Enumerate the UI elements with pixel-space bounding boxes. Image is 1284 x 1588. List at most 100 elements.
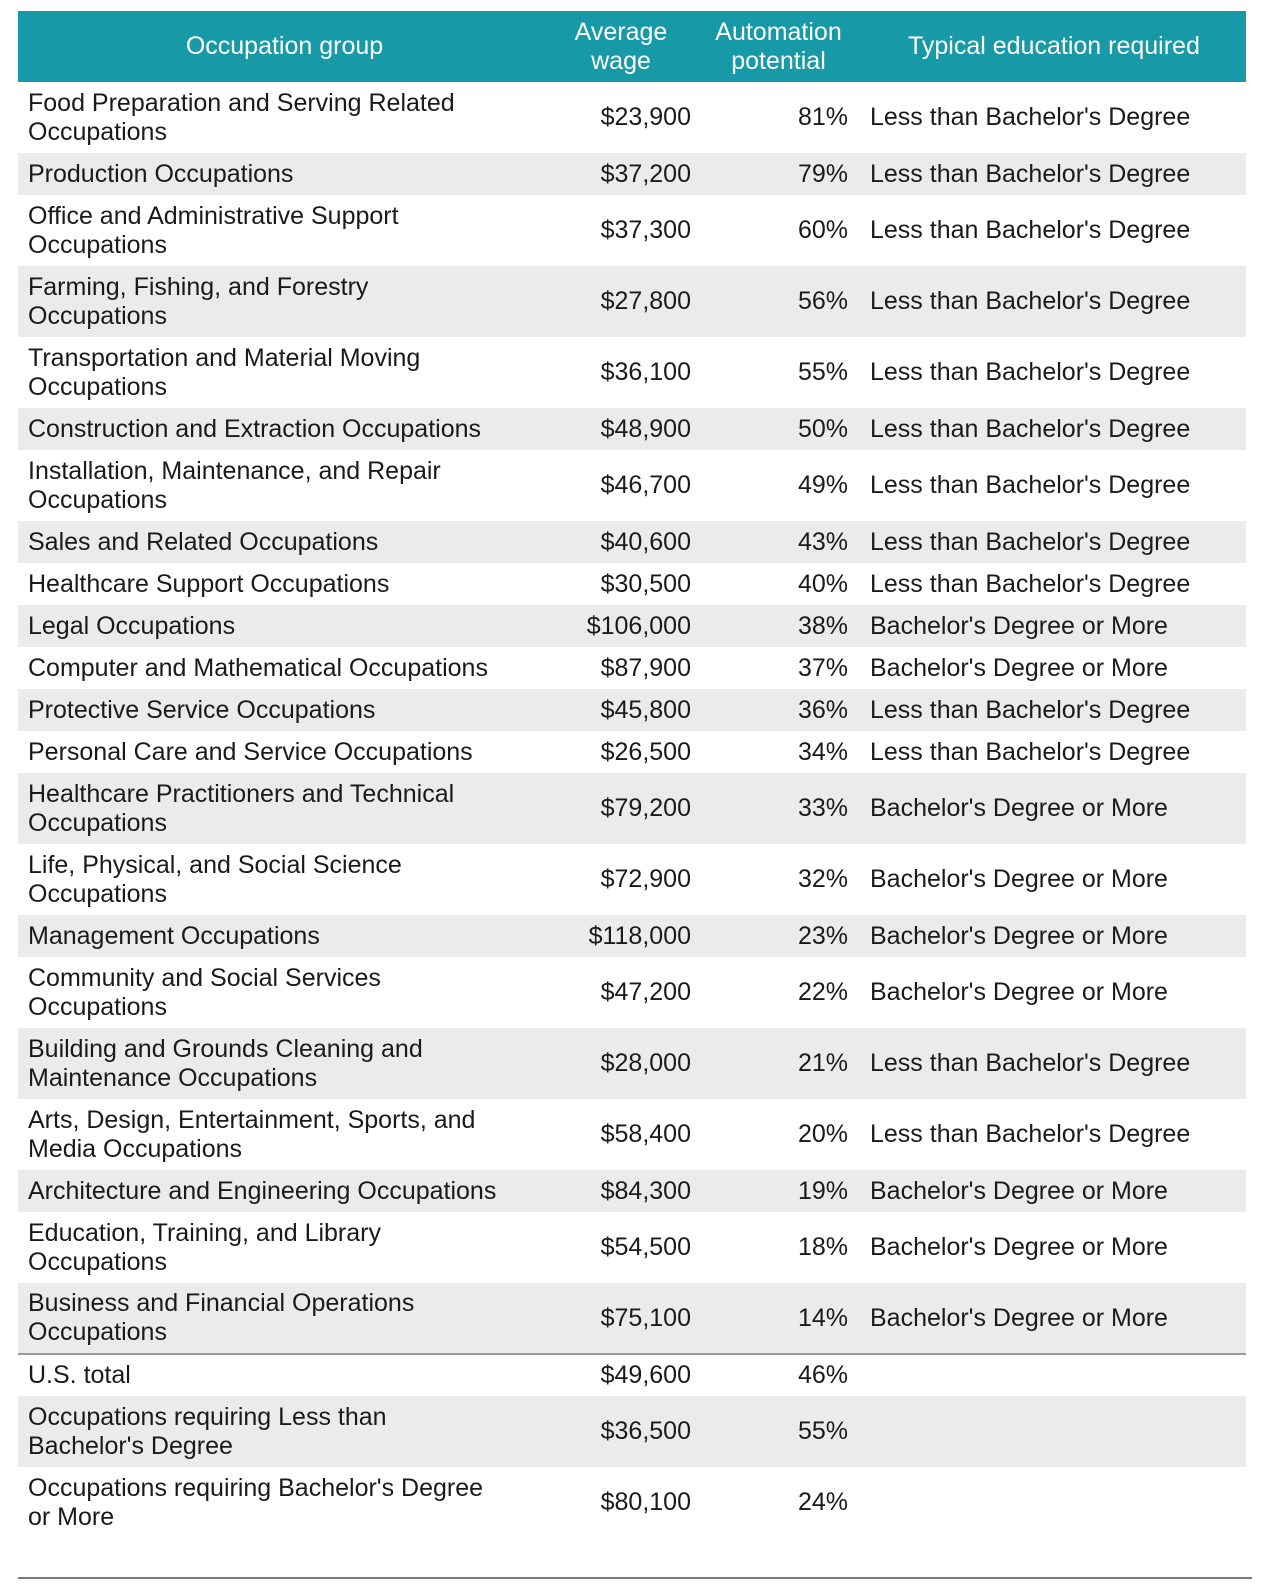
occupation-cell: Installation, Maintenance, and Repair Occ… [18,450,551,521]
automation-potential-cell: 56% [797,287,848,315]
typical-education-cell: Less than Bachelor's Degree [870,216,1191,244]
occupation-cell: Construction and Extraction Occupations [18,408,551,450]
table-row: Healthcare Practitioners and Technical Oc… [18,773,1246,844]
occupation-cell: Sales and Related Occupations [18,521,551,563]
occupation-name-line2: Maintenance Occupations [28,1063,318,1092]
occupation-cell: Arts, Design, Entertainment, Sports, and… [18,1099,551,1170]
automation-potential-cell: 19% [797,1176,848,1205]
occupation-cell: Building and Grounds Cleaning and Mainten… [18,1028,551,1099]
occupation-name-line1: Sales and Related Occupations [28,527,379,556]
table-row: Life, Physical, and Social Science Occupa… [18,844,1246,915]
occupation-name-line2: Media Occupations [28,1134,243,1163]
automation-potential-cell: 55% [797,358,848,386]
occupation-name-line2: Occupations [28,372,167,401]
typical-education-cell: Less than Bachelor's Degree [870,287,1191,315]
table-row: Business and Financial Operations Occupat… [18,1283,1246,1354]
table-row: Food Preparation and Serving Related Occu… [18,82,1246,153]
automation-potential-cell: 46% [691,1353,866,1396]
occupation-name-line2: Occupations [28,301,167,330]
average-wage-cell: $30,500 [600,569,691,598]
average-wage-cell: $36,100 [600,358,691,386]
occupation-cell: Office and Administrative Support Occupat… [18,195,551,266]
automation-potential-cell: 18% [797,1233,848,1261]
average-wage-cell: $72,900 [600,865,691,893]
typical-education-cell: Less than Bachelor's Degree [870,1120,1191,1148]
average-wage-cell: $46,700 [600,471,691,499]
average-wage-cell: $54,500 [600,1233,691,1261]
occupation-name-line2: Occupations [28,808,167,837]
header-average-wage-line2: wage [591,46,651,75]
table-row: Community and Social Services Occupations… [18,957,1246,1028]
header-automation-line1: Automation [715,17,842,46]
occupation-cell: Education, Training, and Library Occupati… [18,1212,551,1283]
bottom-divider [18,1577,1252,1579]
typical-education-cell: Less than Bachelor's Degree [870,737,1191,766]
header-automation-potential: Automation potential [691,11,866,82]
average-wage-cell: $26,500 [600,737,691,766]
average-wage-cell: $47,200 [600,978,691,1006]
occupation-name-line1: Community and Social Services [28,963,381,992]
automation-potential-cell: 14% [797,1303,848,1332]
occupation-name-line2: Occupations [28,117,167,146]
occupation-cell: Architecture and Engineering Occupations [18,1170,551,1212]
automation-potential-cell: 55% [797,1417,848,1445]
automation-potential-cell: 60% [797,216,848,244]
typical-education-cell: Bachelor's Degree or More [870,921,1168,950]
occupation-cell: Occupations requiring Bachelor's Degree o… [18,1467,551,1538]
average-wage-cell: $37,200 [600,159,691,188]
occupation-name-line1: U.S. total [28,1361,131,1389]
automation-potential-cell: 24% [797,1488,848,1516]
occupation-name-line2: Occupations [28,1247,167,1276]
table-body: Food Preparation and Serving Related Occu… [18,82,1246,1538]
average-wage-cell: $37,300 [600,216,691,244]
table-header-row: Occupation group Average wage Automation… [18,11,1246,82]
average-wage-cell: $23,900 [600,103,691,131]
automation-potential-cell: 36% [797,695,848,724]
occupation-name-line2: Occupations [28,1318,167,1346]
occupation-cell: Healthcare Practitioners and Technical Oc… [18,773,551,844]
average-wage-cell: $58,400 [600,1120,691,1148]
automation-potential-cell: 43% [797,527,848,556]
automation-potential-cell: 22% [797,978,848,1006]
occupation-cell: Production Occupations [18,153,551,195]
occupation-cell: U.S. total [18,1353,551,1396]
total-row: U.S. total $49,600 46% [18,1353,1246,1396]
typical-education-cell: Bachelor's Degree or More [870,978,1168,1006]
table-row: Architecture and Engineering Occupations… [18,1170,1246,1212]
occupation-name-line1: Business and Financial Operations [28,1289,415,1317]
automation-potential-cell: 32% [797,865,848,893]
automation-potential-cell: 81% [797,103,848,131]
typical-education-cell [866,1467,1246,1538]
occupation-name-line2: Occupations [28,230,167,259]
occupation-cell: Community and Social Services Occupations [18,957,551,1028]
typical-education-cell: Less than Bachelor's Degree [870,103,1191,131]
average-wage-cell: $84,300 [600,1176,691,1205]
occupation-name-line1: Farming, Fishing, and Forestry [28,272,369,301]
average-wage-cell: $79,200 [600,794,691,822]
average-wage-cell: $80,100 [600,1488,691,1516]
typical-education-cell [866,1396,1246,1467]
table-row: Building and Grounds Cleaning and Mainten… [18,1028,1246,1099]
automation-potential-cell: 23% [797,921,848,950]
header-occupation-group: Occupation group [185,32,384,60]
table-row: Protective Service Occupations $45,800 36%… [18,689,1246,731]
automation-potential-cell: 40% [797,569,848,598]
average-wage-cell: $36,500 [600,1417,691,1445]
table-row: Healthcare Support Occupations $30,500 40%… [18,563,1246,605]
table-row: Production Occupations $37,200 79% Less tha… [18,153,1246,195]
automation-potential-cell: 50% [797,414,848,443]
header-automation-line2: potential [731,46,826,75]
typical-education-cell: Bachelor's Degree or More [870,1233,1168,1261]
occupation-cell: Management Occupations [18,915,551,957]
occupation-cell: Farming, Fishing, and Forestry Occupation… [18,266,551,337]
table-row: Transportation and Material Moving Occupa… [18,337,1246,408]
occupation-cell: Computer and Mathematical Occupations [18,647,551,689]
occupation-name-line1: Food Preparation and Serving Related [28,88,455,117]
occupation-name-line1: Management Occupations [28,921,320,950]
occupation-name-line2: Occupations [28,485,167,514]
average-wage-cell: $106,000 [586,611,691,640]
occupation-cell: Personal Care and Service Occupations [18,731,551,773]
occupation-automation-table: Occupation group Average wage Automation… [18,11,1246,1538]
average-wage-cell: $28,000 [600,1049,691,1077]
occupation-name-line1: Computer and Mathematical Occupations [28,653,488,682]
